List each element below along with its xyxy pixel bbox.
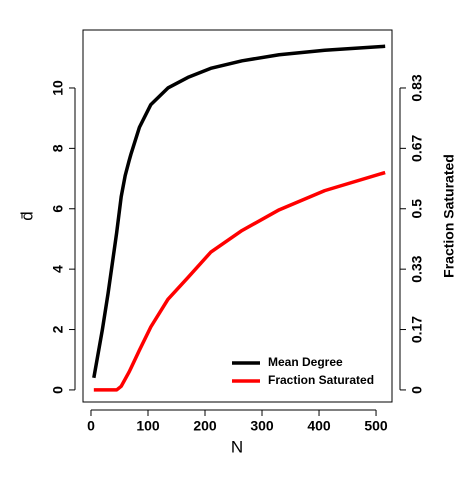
data-line: [93, 170, 386, 392]
y2-axis-label: Fraction Saturated: [441, 154, 457, 278]
y2-tick-label: 0.33: [409, 255, 425, 282]
x-tick-label: 400: [307, 418, 331, 434]
y2-tick-label: 0.67: [409, 135, 425, 162]
y2-tick-label: 0.83: [409, 74, 425, 101]
x-tick-label: 300: [250, 418, 274, 434]
plot-box: [82, 29, 393, 403]
x-axis-label: N: [231, 437, 243, 456]
y-tick-label: 8: [50, 144, 66, 152]
x-tick-label: 200: [193, 418, 217, 434]
y2-tick-label: 0: [409, 386, 425, 394]
y-tick-label: 0: [50, 386, 66, 394]
y-tick-label: 10: [50, 80, 66, 96]
y2-tick-label: 0.5: [409, 199, 425, 219]
y2-tick-label: 0.17: [409, 316, 425, 343]
y-tick-label: 4: [50, 265, 66, 273]
legend-label: Fraction Saturated: [268, 373, 374, 387]
y-tick-label: 2: [50, 325, 66, 333]
legend-label: Mean Degree: [268, 355, 343, 369]
x-tick-label: 0: [87, 418, 95, 434]
y-axis-label: d̄: [17, 211, 36, 220]
data-line: [92, 44, 386, 379]
x-tick-label: 500: [364, 418, 388, 434]
x-tick-label: 100: [136, 418, 160, 434]
y-tick-label: 6: [50, 205, 66, 213]
